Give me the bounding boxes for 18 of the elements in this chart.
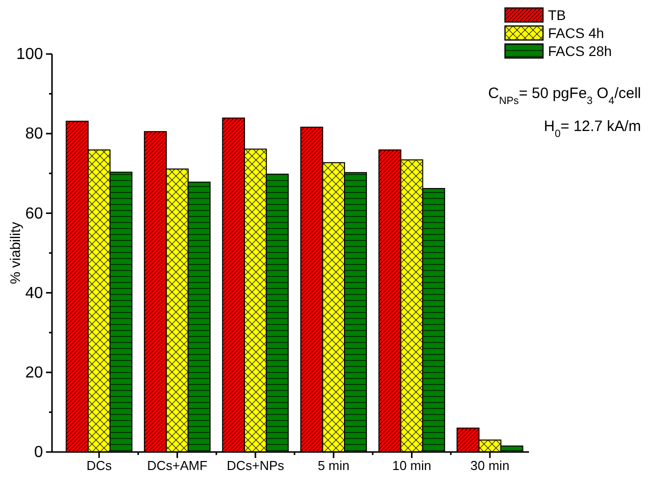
legend-label: FACS 4h xyxy=(548,25,604,41)
legend-label: FACS 28h xyxy=(548,43,612,59)
legend-label: TB xyxy=(548,7,566,23)
y-tick-label: 60 xyxy=(25,205,44,222)
annotation: C$_{NPs}$= 50 pgFe$_{3}$ O$_{4}$/cell xyxy=(488,85,641,107)
text: H$_{0}$= 12.7 kA/m xyxy=(544,118,641,140)
x-tick-label: DCs xyxy=(86,458,112,474)
y-tick-label: 0 xyxy=(34,444,44,462)
x-tick-label: DCs+NPs xyxy=(226,458,285,474)
y-tick-label: 100 xyxy=(16,46,44,64)
y-tick-label: 20 xyxy=(25,364,44,382)
x-tick-label: 10 min xyxy=(392,458,432,474)
y-axis-title: % viability xyxy=(7,222,23,284)
x-tick-label: 5 min xyxy=(318,458,350,474)
y-tick-label: 80 xyxy=(25,126,44,143)
y-tick-label: 40 xyxy=(25,284,44,302)
x-tick-label: 30 min xyxy=(470,458,510,474)
x-tick-label: DCs+AMF xyxy=(147,458,208,474)
